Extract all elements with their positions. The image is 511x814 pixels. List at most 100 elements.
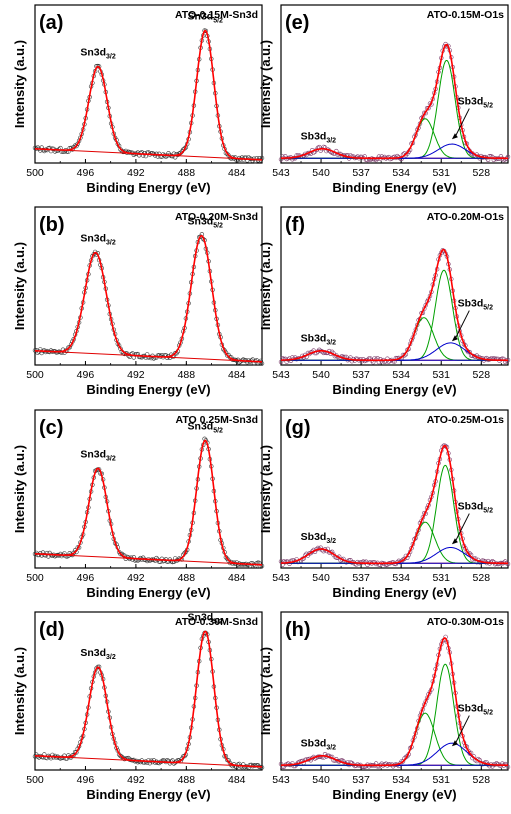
peak-label: Sb3d5/2: [458, 298, 494, 312]
raw-data-point: [74, 750, 79, 755]
raw-data-point: [118, 147, 123, 152]
x-axis-label: Binding Energy (eV): [86, 382, 210, 397]
peak-label-subscript: 5/2: [483, 508, 493, 515]
fit-envelope: [35, 29, 262, 161]
peak-label: Sn3d3/2: [80, 448, 116, 462]
chart-panel-e: 543 540 537 534 531 528 Binding Energy (eV) Int…: [258, 4, 511, 195]
x-tick-label: 531: [432, 369, 450, 381]
x-tick-label: 537: [352, 774, 370, 786]
x-axis-label: Binding Energy (eV): [332, 180, 456, 195]
peak-label-subscript: 3/2: [326, 538, 336, 545]
x-tick-label: 540: [312, 369, 330, 381]
x-tick-label: 500: [26, 369, 44, 381]
x-tick-label: 531: [432, 774, 450, 786]
x-tick-label: 500: [26, 774, 44, 786]
x-tick-label: 484: [228, 572, 246, 584]
panel-title: ATO-0.15M-Sn3d: [175, 9, 258, 21]
x-tick-label: 496: [77, 774, 95, 786]
peak-label: Sb3d3/2: [301, 738, 337, 752]
y-axis-label: Intensity (a.u.): [258, 40, 273, 128]
raw-data-point: [363, 763, 369, 769]
peak-label: Sb3d3/2: [301, 131, 337, 145]
fit-envelope: [281, 248, 508, 362]
y-axis-label: Intensity (a.u.): [12, 40, 27, 128]
x-tick-label: 528: [473, 572, 491, 584]
fit-envelope: [281, 637, 508, 767]
peak-label-subscript: 3/2: [106, 654, 116, 661]
x-tick-label: 528: [473, 369, 491, 381]
raw-data-point: [67, 345, 72, 350]
x-tick-label: 484: [228, 774, 246, 786]
panel-letter: (h): [285, 619, 311, 641]
raw-data-point: [74, 143, 79, 149]
fit-envelope: [35, 439, 262, 566]
peak-label-subscript: 3/2: [326, 339, 336, 346]
peak-label: Sb3d5/2: [458, 703, 494, 717]
raw-data-point: [48, 348, 54, 353]
peak-label-subscript: 5/2: [483, 103, 493, 110]
peak-label: Sn3d3/2: [80, 647, 116, 661]
raw-data-point: [376, 764, 382, 769]
raw-data-point: [383, 359, 389, 364]
x-tick-label: 543: [272, 167, 290, 179]
raw-data-point: [225, 151, 230, 157]
peak-label-subscript: 5/2: [483, 305, 493, 312]
annotation-arrow-head: [451, 335, 458, 342]
x-axis-label: Binding Energy (eV): [86, 585, 210, 600]
raw-data-point: [92, 249, 98, 255]
raw-data-point: [258, 358, 263, 364]
raw-data-point: [119, 754, 125, 759]
x-axis-label: Binding Energy (eV): [86, 787, 210, 802]
x-tick-label: 543: [272, 774, 290, 786]
x-tick-label: 543: [272, 369, 290, 381]
x-tick-label: 492: [127, 369, 145, 381]
plot-frame: [34, 409, 263, 569]
x-tick-label: 500: [26, 572, 44, 584]
component-curve: [281, 60, 508, 159]
raw-data-point: [368, 560, 373, 565]
raw-data-point: [43, 553, 48, 558]
peak-label-subscript: 3/2: [326, 745, 336, 752]
x-tick-label: 496: [77, 572, 95, 584]
panel-title: ATO-0.20M-Sn3d: [175, 211, 258, 223]
fit-envelope: [281, 43, 508, 160]
annotation-arrow: [454, 310, 470, 340]
x-tick-label: 488: [178, 369, 196, 381]
x-axis-label: Binding Energy (eV): [332, 585, 456, 600]
chart-panel-g: 543 540 537 534 531 528 Binding Energy (eV) Int…: [258, 409, 511, 600]
x-tick-label: 531: [432, 167, 450, 179]
peak-label: Sb3d3/2: [301, 531, 337, 545]
raw-data-point: [91, 252, 97, 257]
x-tick-label: 500: [26, 167, 44, 179]
plot-frame: [280, 409, 509, 569]
peak-label-subscript: 3/2: [106, 455, 116, 462]
x-tick-label: 484: [228, 369, 246, 381]
peak-label-subscript: 5/2: [213, 18, 223, 25]
raw-data-point: [227, 355, 233, 360]
y-axis-label: Intensity (a.u.): [258, 242, 273, 330]
peak-label: Sn3d3/2: [80, 46, 116, 60]
x-axis-label: Binding Energy (eV): [332, 787, 456, 802]
chart-panel-h: 543 540 537 534 531 528 Binding Energy (eV) Int…: [258, 611, 511, 802]
raw-data-point: [375, 764, 380, 769]
x-tick-label: 534: [392, 572, 410, 584]
annotation-arrow-head: [451, 133, 458, 140]
y-axis-label: Intensity (a.u.): [258, 445, 273, 533]
plot-frame: [280, 4, 509, 164]
peak-label-subscript: 3/2: [106, 53, 116, 60]
panel-letter: (d): [39, 619, 65, 641]
chart-panel-c: 500 496 492 488 484 Binding Energy (eV) Intens…: [12, 409, 265, 600]
raw-data-point: [379, 359, 384, 364]
x-axis-label: Binding Energy (eV): [332, 382, 456, 397]
fit-envelope: [281, 444, 508, 565]
x-axis-label: Binding Energy (eV): [86, 180, 210, 195]
x-tick-label: 496: [77, 167, 95, 179]
x-tick-label: 540: [312, 572, 330, 584]
x-tick-label: 492: [127, 774, 145, 786]
plot-frame: [34, 611, 263, 771]
y-axis-label: Intensity (a.u.): [258, 647, 273, 735]
plot-frame: [280, 206, 509, 366]
raw-data-point: [132, 352, 138, 357]
peak-label: Sb3d5/2: [458, 96, 494, 110]
annotation-arrow-head: [451, 538, 458, 545]
